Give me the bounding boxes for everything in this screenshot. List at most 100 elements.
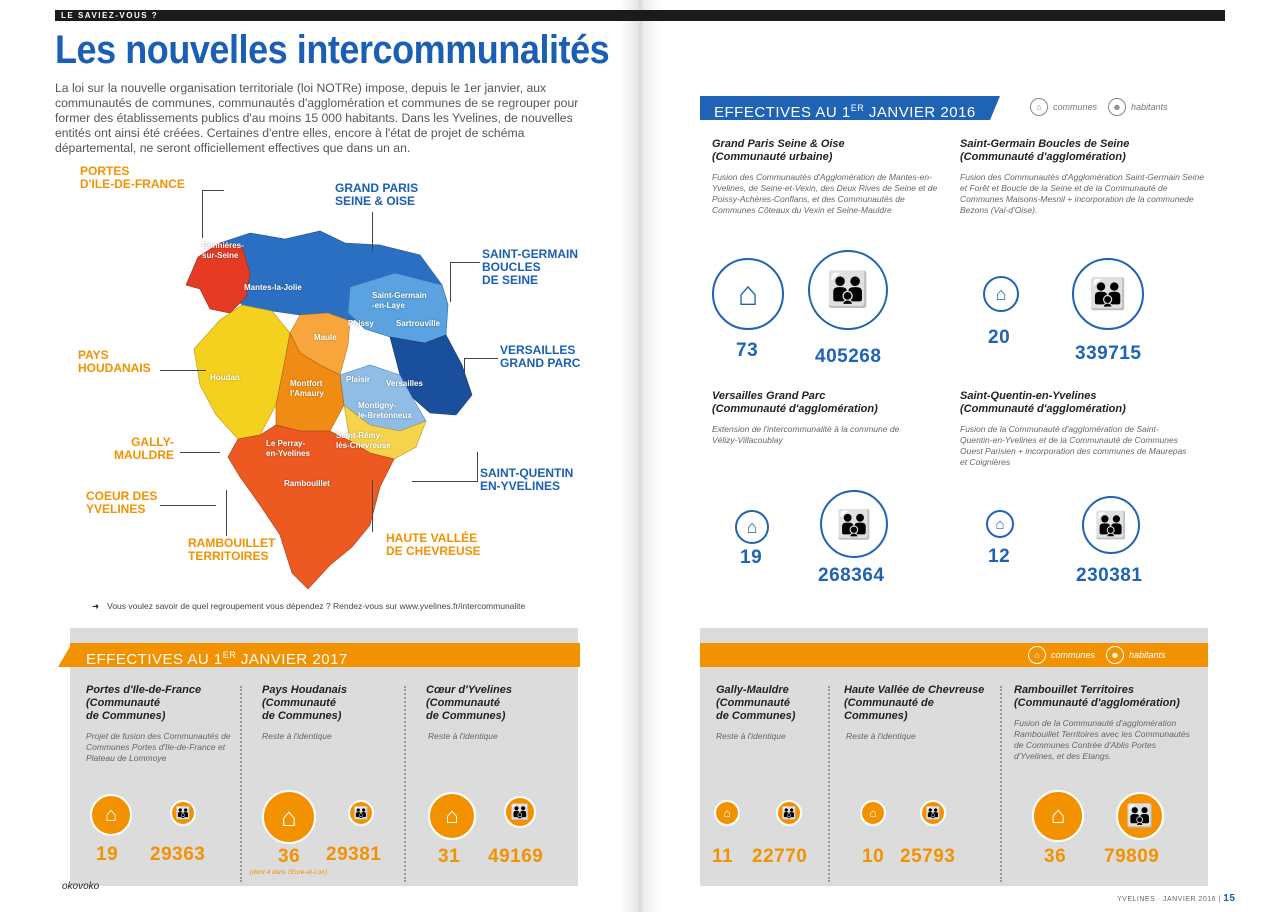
leader-rambouillet <box>226 490 227 536</box>
people-icon: 👪 <box>920 800 946 826</box>
town-sartrouville: Sartrouville <box>396 319 441 328</box>
label-coeur: COEUR DES YVELINES <box>86 489 158 516</box>
town-versailles: Versailles <box>386 379 423 388</box>
banner-2017-tip <box>58 643 72 667</box>
section-2017-right <box>700 628 1208 886</box>
card-gpso-title: Grand Paris Seine & Oise (Communauté urb… <box>712 138 845 163</box>
card-gpso-habitants: 405268 <box>815 346 882 367</box>
card-coeur-desc: Reste à l'identique <box>428 731 498 741</box>
card-houdanais-title: Pays Houdanais (Communauté de Communes) <box>262 684 347 722</box>
card-houdanais-desc: Reste à l'identique <box>262 731 332 741</box>
people-icon: 👪 <box>1082 496 1140 554</box>
page-title: Les nouvelles intercommunalités <box>55 28 610 72</box>
town-saint-remy: Saint-Rémy- lès-Chevreuse <box>336 431 391 450</box>
map-area-houdanais <box>193 304 291 440</box>
card-rambouillet-desc: Fusion de la Communauté d'agglomération … <box>1014 718 1190 761</box>
card-portes-habitants: 29363 <box>150 844 206 865</box>
house-icon: ⌂ <box>983 276 1019 312</box>
card-rambouillet-communes: 36 <box>1044 846 1067 867</box>
leader-sqy <box>412 452 478 482</box>
yvelines-map: Bonnières- sur-Seine Mantes-la-Jolie Sai… <box>180 225 480 595</box>
house-icon: ⌂ <box>714 800 740 826</box>
divider <box>828 686 830 882</box>
card-vgp-habitants: 268364 <box>818 565 885 586</box>
card-houdanais-note: (dont 4 dans l'Eure-et-Loir) <box>250 869 328 876</box>
people-icon: 👪 <box>808 250 888 330</box>
house-icon: ⌂ <box>262 790 316 844</box>
card-gpso-desc: Fusion des Communautés d'Agglomération d… <box>712 172 938 215</box>
leader-versailles <box>464 358 498 378</box>
leader-portes <box>202 190 224 238</box>
card-houdanais-communes: 36 <box>278 846 301 867</box>
house-icon: ⌂ <box>90 794 132 836</box>
card-coeur-title: Cœur d'Yvelines (Communauté de Communes) <box>426 684 512 722</box>
card-houdanais-habitants: 29381 <box>326 844 382 865</box>
house-icon: ⌂ <box>1032 790 1084 842</box>
divider <box>1000 686 1002 882</box>
people-icon: 👪 <box>348 800 374 826</box>
people-icon: 👪 <box>170 800 196 826</box>
kicker-bar: LE SAVIEZ-VOUS ? <box>55 10 1225 21</box>
card-hvc-habitants: 25793 <box>900 846 956 867</box>
footnote: ➜ Vous voulez savoir de quel regroupement… <box>92 601 525 612</box>
card-vgp-title: Versailles Grand Parc (Communauté d'aggl… <box>712 390 878 415</box>
people-icon: 👪 <box>776 800 802 826</box>
map-svg <box>185 230 473 590</box>
house-icon: ⌂ <box>986 510 1014 538</box>
map-area-rambouillet <box>227 424 395 590</box>
banner-2017: EFFECTIVES AU 1ER JANVIER 2017 <box>70 643 580 668</box>
card-vgp-communes: 19 <box>740 547 763 568</box>
town-bonnieres: Bonnières- sur-Seine <box>202 241 244 260</box>
card-coeur-habitants: 49169 <box>488 846 544 867</box>
town-montfort: Montfort l'Amaury <box>290 379 324 398</box>
legend-2017: ⌂ communes ☻ habitants <box>1028 646 1166 664</box>
card-portes-communes: 19 <box>96 844 119 865</box>
people-icon: ☻ <box>1108 98 1127 116</box>
label-versailles: VERSAILLES GRAND PARC <box>500 343 581 370</box>
folio-left: okovoko <box>62 881 100 892</box>
card-hvc-communes: 10 <box>862 846 885 867</box>
card-gally-communes: 11 <box>712 846 734 867</box>
card-gally-habitants: 22770 <box>752 846 808 867</box>
card-sgbs-desc: Fusion des Communautés d'Agglomération S… <box>960 172 1204 215</box>
card-sqy-communes: 12 <box>988 546 1011 567</box>
arrow-icon: ➜ <box>92 601 100 611</box>
card-sgbs-habitants: 339715 <box>1075 343 1142 364</box>
leader-gpso <box>372 212 373 252</box>
legend-2016: ⌂ communes ☻ habitants <box>1030 98 1168 116</box>
card-coeur-communes: 31 <box>438 846 461 867</box>
card-sqy-desc: Fusion de la Communauté d'agglomération … <box>960 424 1187 467</box>
house-icon: ⌂ <box>1028 646 1046 664</box>
banner-2016-tip <box>980 96 1000 120</box>
leader-houdanais <box>160 370 206 371</box>
leader-hvc <box>372 480 373 532</box>
leader-sgbs <box>450 262 480 302</box>
map-area-portes <box>185 242 251 314</box>
people-icon: 👪 <box>820 490 888 558</box>
card-sqy-title: Saint-Quentin-en-Yvelines (Communauté d'… <box>960 390 1126 415</box>
card-portes-title: Portes d'Ile-de-France (Communauté de Co… <box>86 684 202 722</box>
people-icon: 👪 <box>1116 792 1164 840</box>
card-vgp-desc: Extension de l'intercommunalité à la com… <box>712 424 900 445</box>
card-sgbs-communes: 20 <box>988 327 1011 348</box>
people-icon: 👪 <box>1072 258 1144 330</box>
card-hvc-title: Haute Vallée de Chevreuse (Communauté de… <box>844 684 985 722</box>
town-houdan: Houdan <box>210 373 240 382</box>
town-montigny: Montigny- le-Bretonneux <box>358 401 412 420</box>
label-houdanais: PAYS HOUDANAIS <box>78 348 151 375</box>
folio-right: YVELINES · JANVIER 2016 | 15 <box>1117 893 1236 904</box>
divider <box>404 686 406 882</box>
footnote-text[interactable]: Vous voulez savoir de quel regroupement … <box>107 601 526 611</box>
town-plaisir: Plaisir <box>346 375 371 384</box>
label-sqy: SAINT-QUENTIN EN-YVELINES <box>480 466 574 493</box>
card-portes-desc: Projet de fusion des Communautés de Comm… <box>86 731 231 763</box>
house-icon: ⌂ <box>712 258 784 330</box>
house-icon: ⌂ <box>735 510 769 544</box>
town-maule: Maule <box>314 333 337 342</box>
town-saint-germain: Saint-Germain -en-Laye <box>372 291 427 310</box>
label-sgbs: SAINT-GERMAIN BOUCLES DE SEINE <box>482 247 578 287</box>
card-rambouillet-habitants: 79809 <box>1104 846 1160 867</box>
house-icon: ⌂ <box>1030 98 1048 116</box>
people-icon: ☻ <box>1106 646 1125 664</box>
label-hvc: HAUTE VALLÉE DE CHEVREUSE <box>386 531 481 558</box>
